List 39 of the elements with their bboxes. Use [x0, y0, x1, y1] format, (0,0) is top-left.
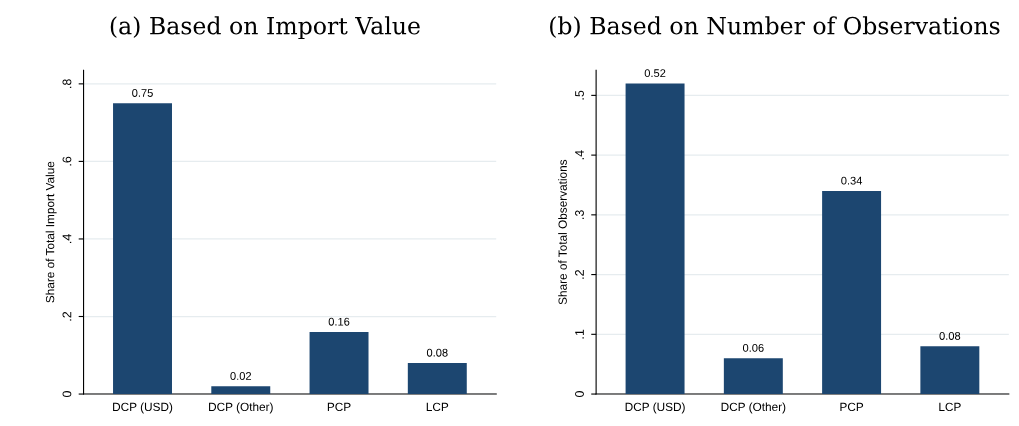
- data-label: 0.08: [939, 332, 961, 340]
- y-axis-title: Share of Total Import Value: [45, 161, 57, 303]
- x-tick-label: LCP: [939, 402, 961, 412]
- bar: [920, 346, 980, 395]
- data-label: 0.02: [230, 372, 252, 380]
- data-label: 0.16: [328, 317, 350, 326]
- chart-title: (b) Based on Number of Observations: [550, 16, 1000, 38]
- bar: [113, 103, 172, 395]
- bar: [723, 358, 783, 395]
- y-tick-label: .8: [62, 79, 72, 88]
- data-label: 0.52: [644, 69, 666, 78]
- y-tick-label: .4: [62, 234, 72, 244]
- y-tick-label: .2: [62, 311, 72, 321]
- y-tick-label: .5: [575, 90, 584, 100]
- y-tick-label: 0: [575, 391, 584, 398]
- x-tick-label: LCP: [426, 402, 449, 412]
- bar: [211, 386, 271, 395]
- bar: [625, 83, 685, 395]
- bar: [407, 363, 467, 395]
- y-tick-label: 0: [62, 391, 72, 398]
- x-tick-label: PCP: [327, 402, 351, 412]
- bar: [309, 332, 369, 395]
- data-label: 0.06: [742, 343, 764, 352]
- y-tick-label: .6: [62, 156, 72, 166]
- y-tick-label: .4: [575, 150, 584, 160]
- chart-title: (a) Based on Import Value: [110, 16, 420, 40]
- data-label: 0.08: [426, 348, 448, 357]
- x-tick-label: PCP: [840, 402, 864, 412]
- x-tick-label: DCP (Other): [209, 402, 273, 414]
- y-tick-label: .3: [575, 210, 584, 219]
- x-tick-label: DCP (USD): [113, 402, 173, 414]
- data-label: 0.75: [132, 89, 153, 97]
- y-tick-label: .2: [575, 270, 584, 279]
- y-axis-title: Share of Total Observations: [558, 159, 567, 305]
- data-label: 0.34: [841, 176, 863, 185]
- x-tick-label: DCP (USD): [625, 402, 685, 414]
- x-tick-label: DCP (Other): [721, 402, 786, 414]
- y-tick-label: .1: [575, 329, 584, 339]
- bar: [822, 190, 882, 395]
